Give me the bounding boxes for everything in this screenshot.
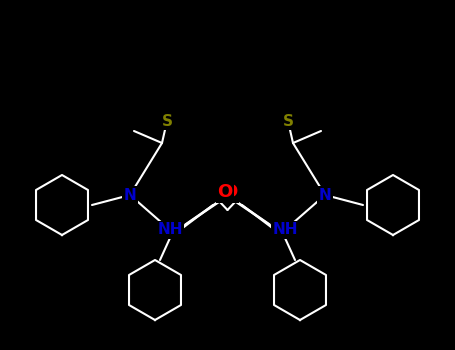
Text: NH: NH: [272, 223, 298, 238]
Text: N: N: [124, 188, 136, 203]
Text: NH: NH: [157, 223, 183, 238]
Text: N: N: [318, 188, 331, 203]
Text: S: S: [162, 113, 172, 128]
Text: O: O: [217, 183, 233, 201]
Text: O: O: [222, 183, 238, 201]
Text: S: S: [283, 113, 293, 128]
